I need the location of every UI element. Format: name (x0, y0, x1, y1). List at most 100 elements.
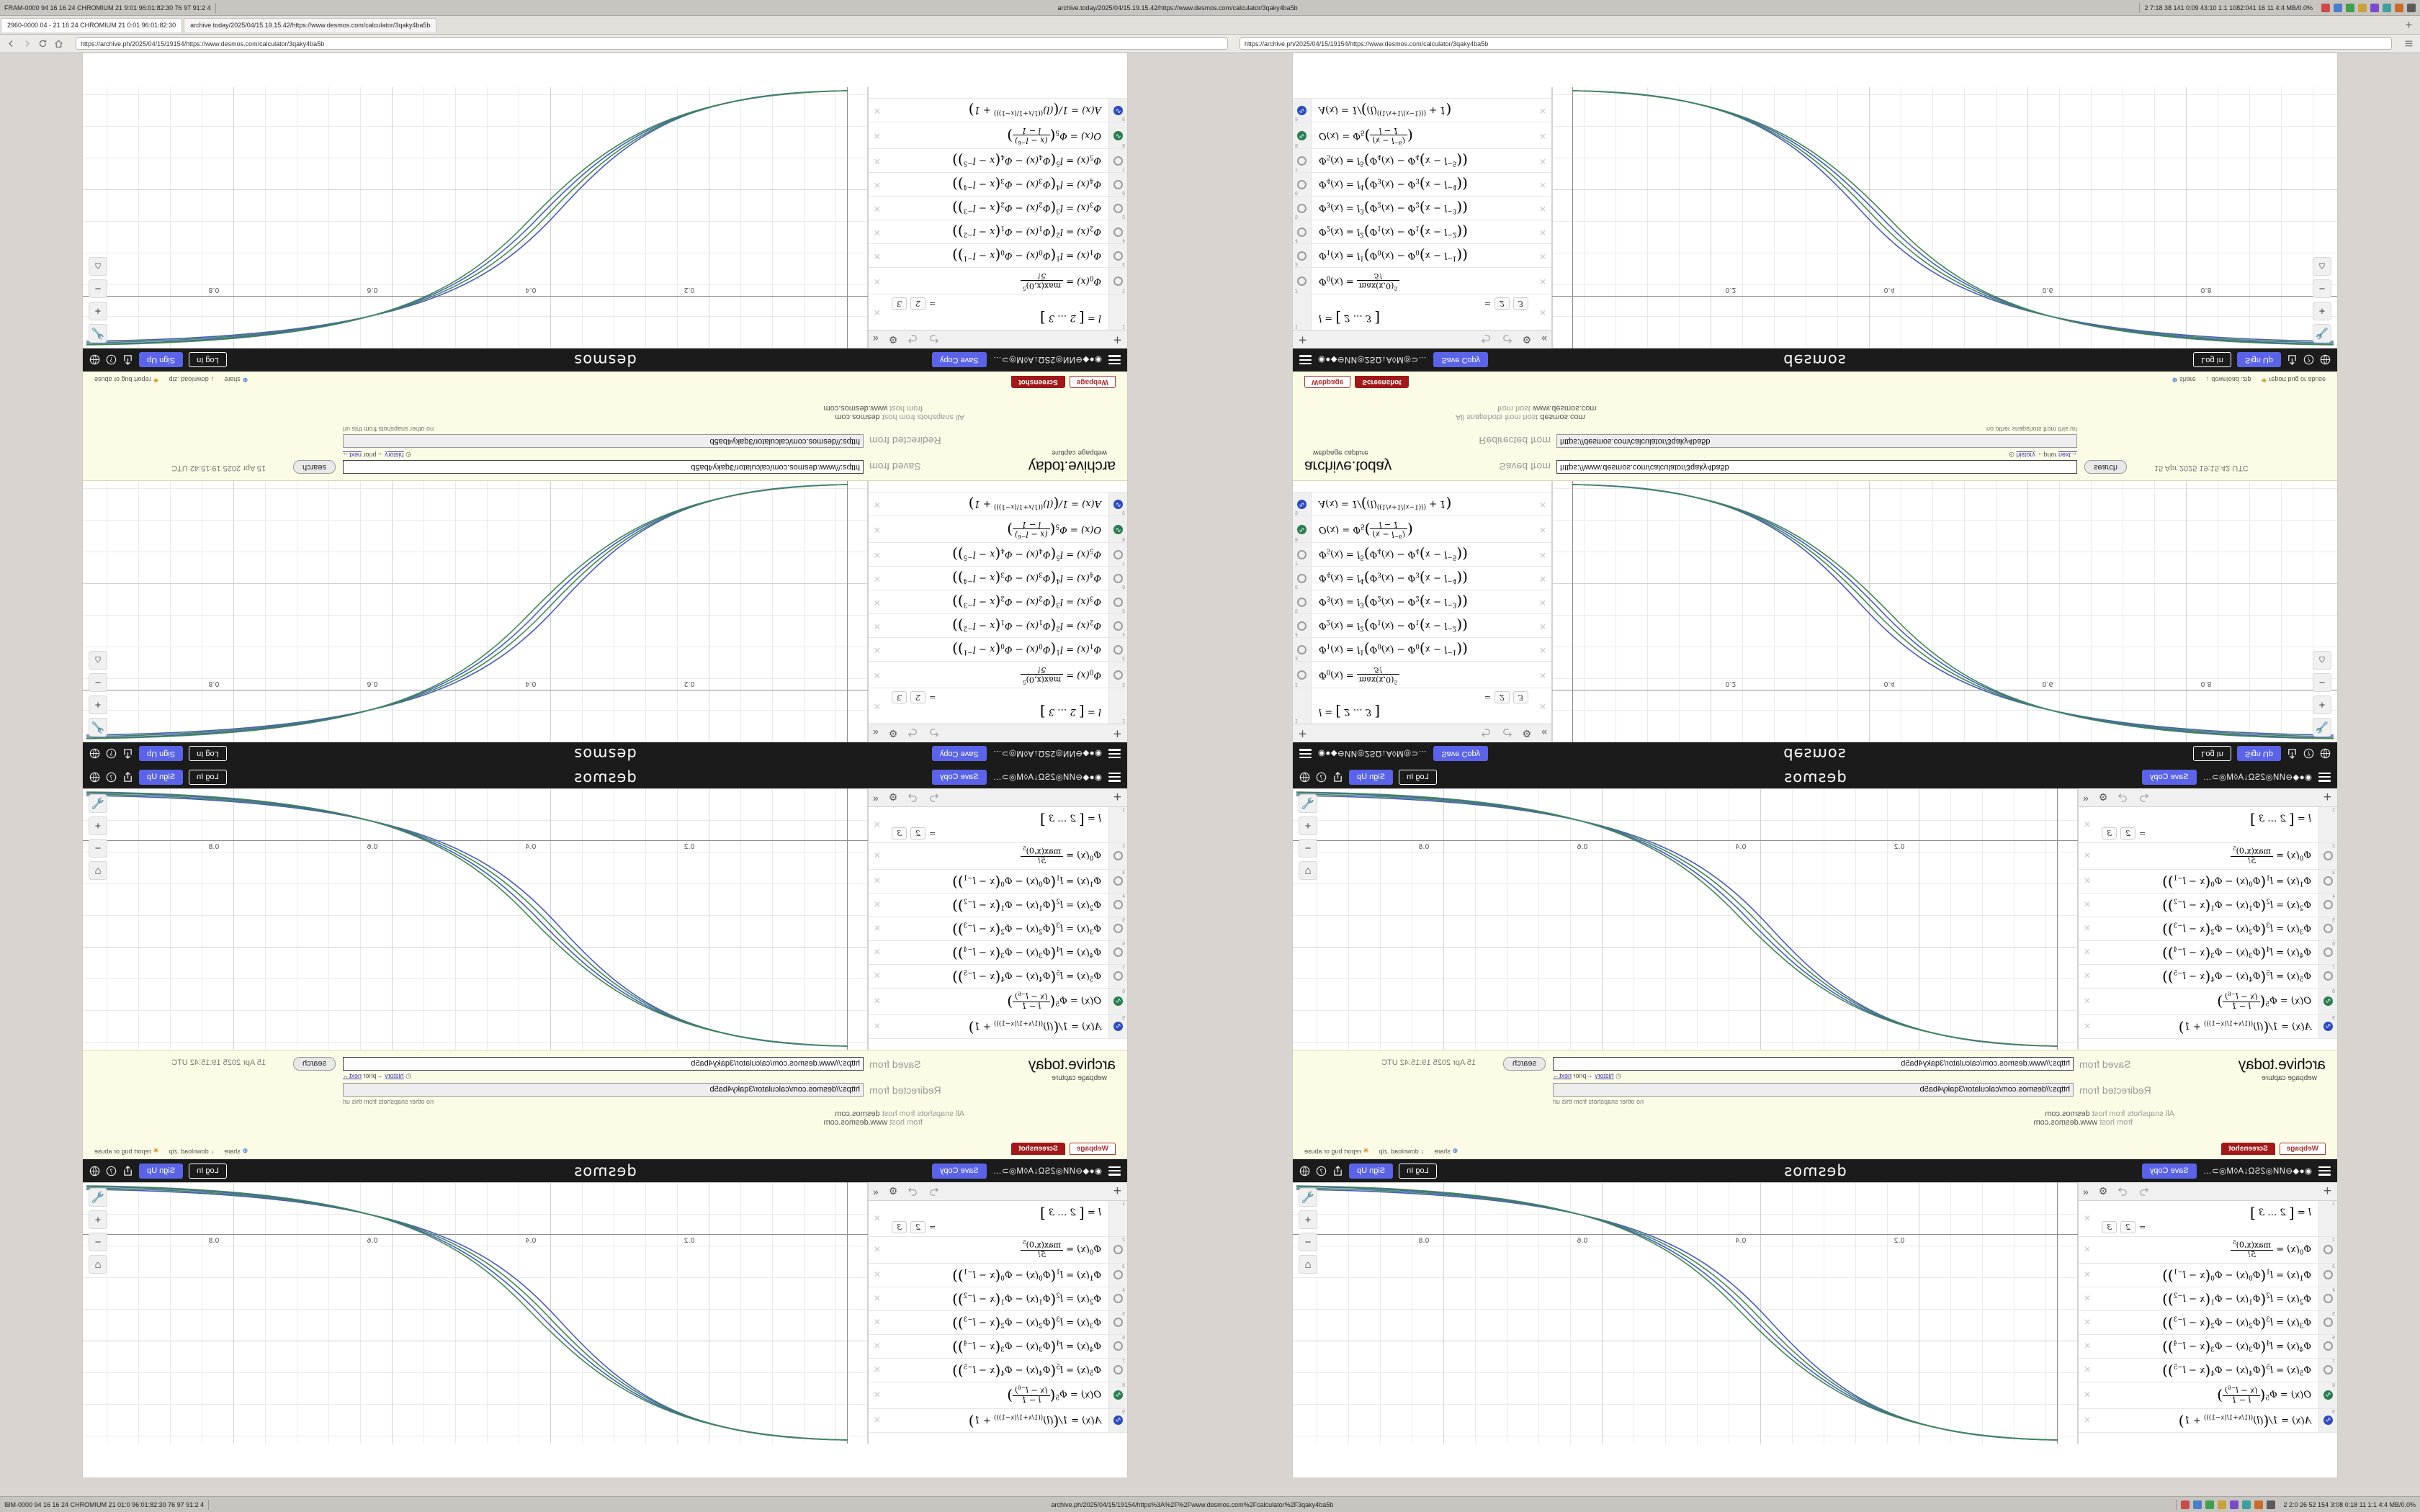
download-link[interactable]: ↓ download .zip (1379, 1147, 1425, 1155)
share-icon[interactable] (122, 771, 133, 783)
delete-expression-button[interactable]: × (874, 1413, 881, 1426)
wrench-icon[interactable]: 🔧 (89, 324, 107, 343)
graph-canvas[interactable]: 0.20.40.60.81🔧+−⌂ (1552, 481, 2337, 742)
wrench-icon[interactable]: 🔧 (2313, 718, 2331, 737)
expression-row[interactable]: 3 Φ1(x) = l1(Φ0(x) − Φ0(x − l−1)) × (869, 1263, 1127, 1287)
delete-expression-button[interactable]: × (874, 969, 881, 982)
visibility-toggle[interactable] (2323, 1270, 2333, 1280)
expression-row[interactable]: 5 Φ3(x) = l3(Φ2(x) − Φ2(x − l−3)) × (869, 196, 1127, 220)
log-in-button[interactable]: Log In (2193, 352, 2231, 368)
question-circle-icon[interactable]: ? (106, 749, 117, 760)
slider-values[interactable]: = 2 3 (1319, 297, 1528, 310)
expression-math[interactable]: Φ3(x) = l3(Φ2(x) − Φ2(x − l−3)) (1312, 197, 1534, 220)
delete-expression-button[interactable]: × (1539, 620, 1546, 633)
graph-canvas[interactable]: 0.20.40.60.81🔧+−⌂ (83, 788, 868, 1050)
delete-expression-button[interactable]: × (1539, 572, 1546, 585)
expression-row[interactable]: 3 Φ1(x) = l1(Φ0(x) − Φ0(x − l−1)) × (869, 243, 1127, 268)
expression-row[interactable]: 9 A(x) = 1/((l)((1/x+1/(x−1))) + 1) × (1293, 98, 1551, 122)
hamburger-menu-icon[interactable] (1108, 772, 1121, 782)
archive-footer-links[interactable]: ⊕ share ↓ download .zip ☀ report bug or abuse (94, 1147, 248, 1155)
expression-row[interactable]: 3 Φ1(x) = l1(Φ0(x) − Φ0(x − l−1)) × (869, 869, 1127, 894)
delete-expression-button[interactable]: × (874, 1363, 881, 1376)
browser-navigation-bar[interactable]: https://archive.ph/2025/04/15/19154/http… (0, 35, 2420, 53)
visibility-toggle[interactable] (1297, 203, 1307, 213)
visibility-toggle[interactable] (1113, 156, 1123, 166)
save-copy-button[interactable]: Save Copy (931, 746, 987, 762)
delete-expression-button[interactable]: × (1539, 549, 1546, 562)
slider-chip-0[interactable]: 2 (910, 827, 926, 840)
delete-expression-button[interactable]: × (2084, 874, 2091, 887)
visibility-toggle[interactable] (1113, 130, 1123, 140)
host-1[interactable]: desmos.com (1540, 413, 1585, 422)
plus-icon[interactable]: + (2323, 790, 2331, 805)
graph-controls[interactable]: 🔧 + − ⌂ (2313, 651, 2331, 737)
undo-arrow-icon[interactable] (2138, 1186, 2149, 1197)
plus-icon[interactable]: + (1113, 1184, 1121, 1199)
download-link[interactable]: ↓ download .zip (2205, 376, 2251, 384)
expression-math[interactable]: Φ4(x) = l4(Φ3(x) − Φ3(x − l−4)) (886, 567, 1108, 590)
delete-expression-button[interactable]: × (2084, 1212, 2091, 1225)
zoom-in-button[interactable]: + (1299, 1210, 1317, 1229)
save-copy-button[interactable]: Save Copy (931, 769, 987, 785)
redirected-from-input[interactable] (343, 434, 864, 449)
delete-expression-button[interactable]: × (874, 1212, 881, 1225)
zoom-out-button[interactable]: − (89, 839, 107, 858)
expression-math[interactable]: Φ2(x) = l2(Φ1(x) − Φ1(x − l−2)) (2096, 894, 2318, 917)
expression-math[interactable]: Φ3(x) = l3(Φ2(x) − Φ2(x − l−3)) (886, 197, 1108, 220)
zoom-out-button[interactable]: − (89, 673, 107, 692)
share-icon[interactable] (1332, 771, 1343, 783)
expression-row[interactable]: 4 Φ2(x) = l2(Φ1(x) − Φ1(x − l−2)) × (869, 893, 1127, 917)
delete-expression-button[interactable]: × (874, 874, 881, 887)
expression-row[interactable]: 9 A(x) = 1/((l)((1/x+1/(x−1))) + 1) × (2079, 1014, 2337, 1039)
expression-math[interactable]: O(x) = Φ5((x − l−6) l − 1) (1312, 122, 1534, 148)
download-link[interactable]: ↓ download .zip (169, 376, 215, 384)
slider-chip-1[interactable]: 3 (1513, 691, 1528, 703)
tray-icon-0[interactable] (2180, 1500, 2190, 1509)
delete-expression-button[interactable]: × (874, 250, 881, 263)
tray-icon-1[interactable] (2192, 1500, 2202, 1509)
expression-row[interactable]: 9 A(x) = 1/((l)((1/x+1/(x−1))) + 1) × (2079, 1408, 2337, 1433)
zoom-in-button[interactable]: + (89, 816, 107, 835)
hamburger-menu-icon[interactable] (1108, 1166, 1121, 1176)
question-circle-icon[interactable]: ? (106, 1166, 117, 1176)
expression-math[interactable]: A(x) = 1/((l)((1/x+1/(x−1))) + 1) (886, 99, 1108, 122)
snapshot-nav[interactable]: ◴ history ←prior next→ (1556, 451, 2077, 459)
prior-link[interactable]: ←prior (363, 451, 383, 459)
expression-math[interactable]: A(x) = 1/((l)((1/x+1/(x−1))) + 1) (1312, 99, 1534, 122)
delete-expression-button[interactable]: × (874, 130, 881, 143)
question-circle-icon[interactable]: ? (106, 772, 117, 783)
share-icon[interactable] (1332, 1165, 1343, 1176)
visibility-toggle[interactable] (1113, 1416, 1123, 1426)
graph-controls[interactable]: 🔧 + − ⌂ (89, 257, 107, 343)
visibility-toggle[interactable] (1113, 573, 1123, 583)
delete-expression-button[interactable]: × (2084, 849, 2091, 862)
tray-icon-2[interactable] (2346, 3, 2354, 12)
tab-webpage[interactable]: Webpage (2279, 1143, 2326, 1155)
visibility-toggle[interactable] (1113, 1390, 1123, 1400)
zoom-in-button[interactable]: + (1299, 816, 1317, 835)
delete-expression-button[interactable]: × (874, 1268, 881, 1281)
plus-icon[interactable]: + (1299, 332, 1307, 347)
visibility-toggle[interactable] (2323, 1294, 2333, 1304)
expression-row[interactable]: 2 Φ0(x) = max(x,0)5 5! × (1293, 661, 1551, 688)
gear-icon[interactable]: ⚙ (888, 1185, 898, 1197)
delete-expression-button[interactable]: × (1539, 104, 1546, 117)
share-icon[interactable] (122, 749, 133, 760)
globe-icon[interactable] (89, 355, 100, 366)
expression-row[interactable]: 9 A(x) = 1/((l)((1/x+1/(x−1))) + 1) × (869, 1408, 1127, 1433)
visibility-toggle[interactable] (1113, 996, 1123, 1007)
expression-row[interactable]: 5 Φ3(x) = l3(Φ2(x) − Φ2(x − l−3)) × (2079, 1310, 2337, 1335)
expression-math[interactable]: Φ1(x) = l1(Φ0(x) − Φ0(x − l−1)) (2096, 1264, 2318, 1287)
archive-search-button[interactable]: search (1502, 1056, 1546, 1071)
tray-icon-4[interactable] (2370, 3, 2379, 12)
globe-icon[interactable] (1299, 1166, 1310, 1176)
save-copy-button[interactable]: Save Copy (1433, 746, 1489, 762)
expression-row[interactable]: 6 Φ4(x) = l4(Φ3(x) − Φ3(x − l−4)) × (869, 172, 1127, 197)
saved-from-input[interactable] (343, 460, 864, 474)
gear-icon[interactable]: ⚙ (1522, 728, 1532, 739)
share-icon[interactable] (2287, 355, 2298, 366)
visibility-toggle[interactable] (1297, 105, 1307, 115)
history-link[interactable]: history (385, 1071, 404, 1079)
expression-row[interactable]: 5 Φ3(x) = l3(Φ2(x) − Φ2(x − l−3)) × (2079, 917, 2337, 941)
expression-math[interactable]: Φ4(x) = l4(Φ3(x) − Φ3(x − l−4)) (2096, 1335, 2318, 1358)
